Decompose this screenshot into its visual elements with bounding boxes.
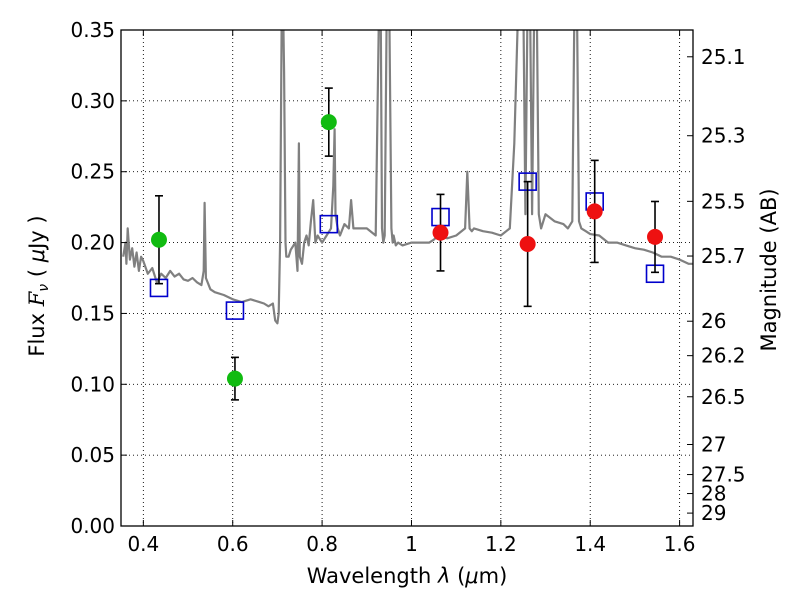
y-tick-label: 0.05 xyxy=(70,443,115,467)
optical-observation-point xyxy=(226,370,243,387)
y-axis-title: Flux Fν ( μJy ) xyxy=(25,215,52,356)
x-axis-title: Wavelength λ (μm) xyxy=(307,564,508,588)
optical-observation-point xyxy=(150,231,167,248)
nir-observation-point xyxy=(519,235,536,252)
nir-observation-point xyxy=(432,224,449,241)
right-tick-label: 25.5 xyxy=(701,189,746,213)
x-tick-label: 1.6 xyxy=(664,532,696,556)
nir-observation-point xyxy=(586,203,603,220)
right-tick-label: 26.5 xyxy=(701,385,746,409)
y-tick-label: 0.25 xyxy=(70,160,115,184)
x-tick-label: 0.4 xyxy=(127,532,159,556)
y-tick-label: 0.30 xyxy=(70,89,115,113)
y-tick-label: 0.35 xyxy=(70,18,115,42)
right-tick-label: 29 xyxy=(701,501,726,525)
x-tick-label: 1 xyxy=(405,532,418,556)
right-tick-label: 28 xyxy=(701,482,726,506)
x-tick-label: 0.6 xyxy=(217,532,249,556)
right-tick-label: 25.1 xyxy=(701,45,746,69)
plot-area xyxy=(122,30,693,401)
y-tick-label: 0.20 xyxy=(70,231,115,255)
right-tick-label: 27 xyxy=(701,433,726,457)
right-tick-label: 27.5 xyxy=(701,463,746,487)
right-tick-label: 26 xyxy=(701,309,726,333)
plot-frame xyxy=(120,29,694,527)
right-tick-label: 25.3 xyxy=(701,124,746,148)
model-photometry-point xyxy=(319,214,339,234)
spectrum-line xyxy=(122,30,693,325)
x-tick-label: 1.2 xyxy=(485,532,517,556)
right-tick-label: 26.2 xyxy=(701,344,746,368)
x-tick-label: 1.4 xyxy=(574,532,606,556)
optical-observation-point xyxy=(320,114,337,131)
y-tick-label: 0.10 xyxy=(70,372,115,396)
x-tick-label: 0.8 xyxy=(306,532,338,556)
nir-observation-point xyxy=(647,228,664,245)
model-photometry-point xyxy=(225,301,245,320)
y-tick-label: 0.00 xyxy=(70,514,115,538)
axes: 0.4 0.6 0.8 1 1.2 1.4 1.6 0.00 0.05 0.10 0.15 0.20 0… xyxy=(70,18,745,556)
y-tick-label: 0.15 xyxy=(70,301,115,325)
right-tick-label: 25.7 xyxy=(701,244,746,268)
right-axis-title: Magnitude (AB) xyxy=(757,188,781,351)
